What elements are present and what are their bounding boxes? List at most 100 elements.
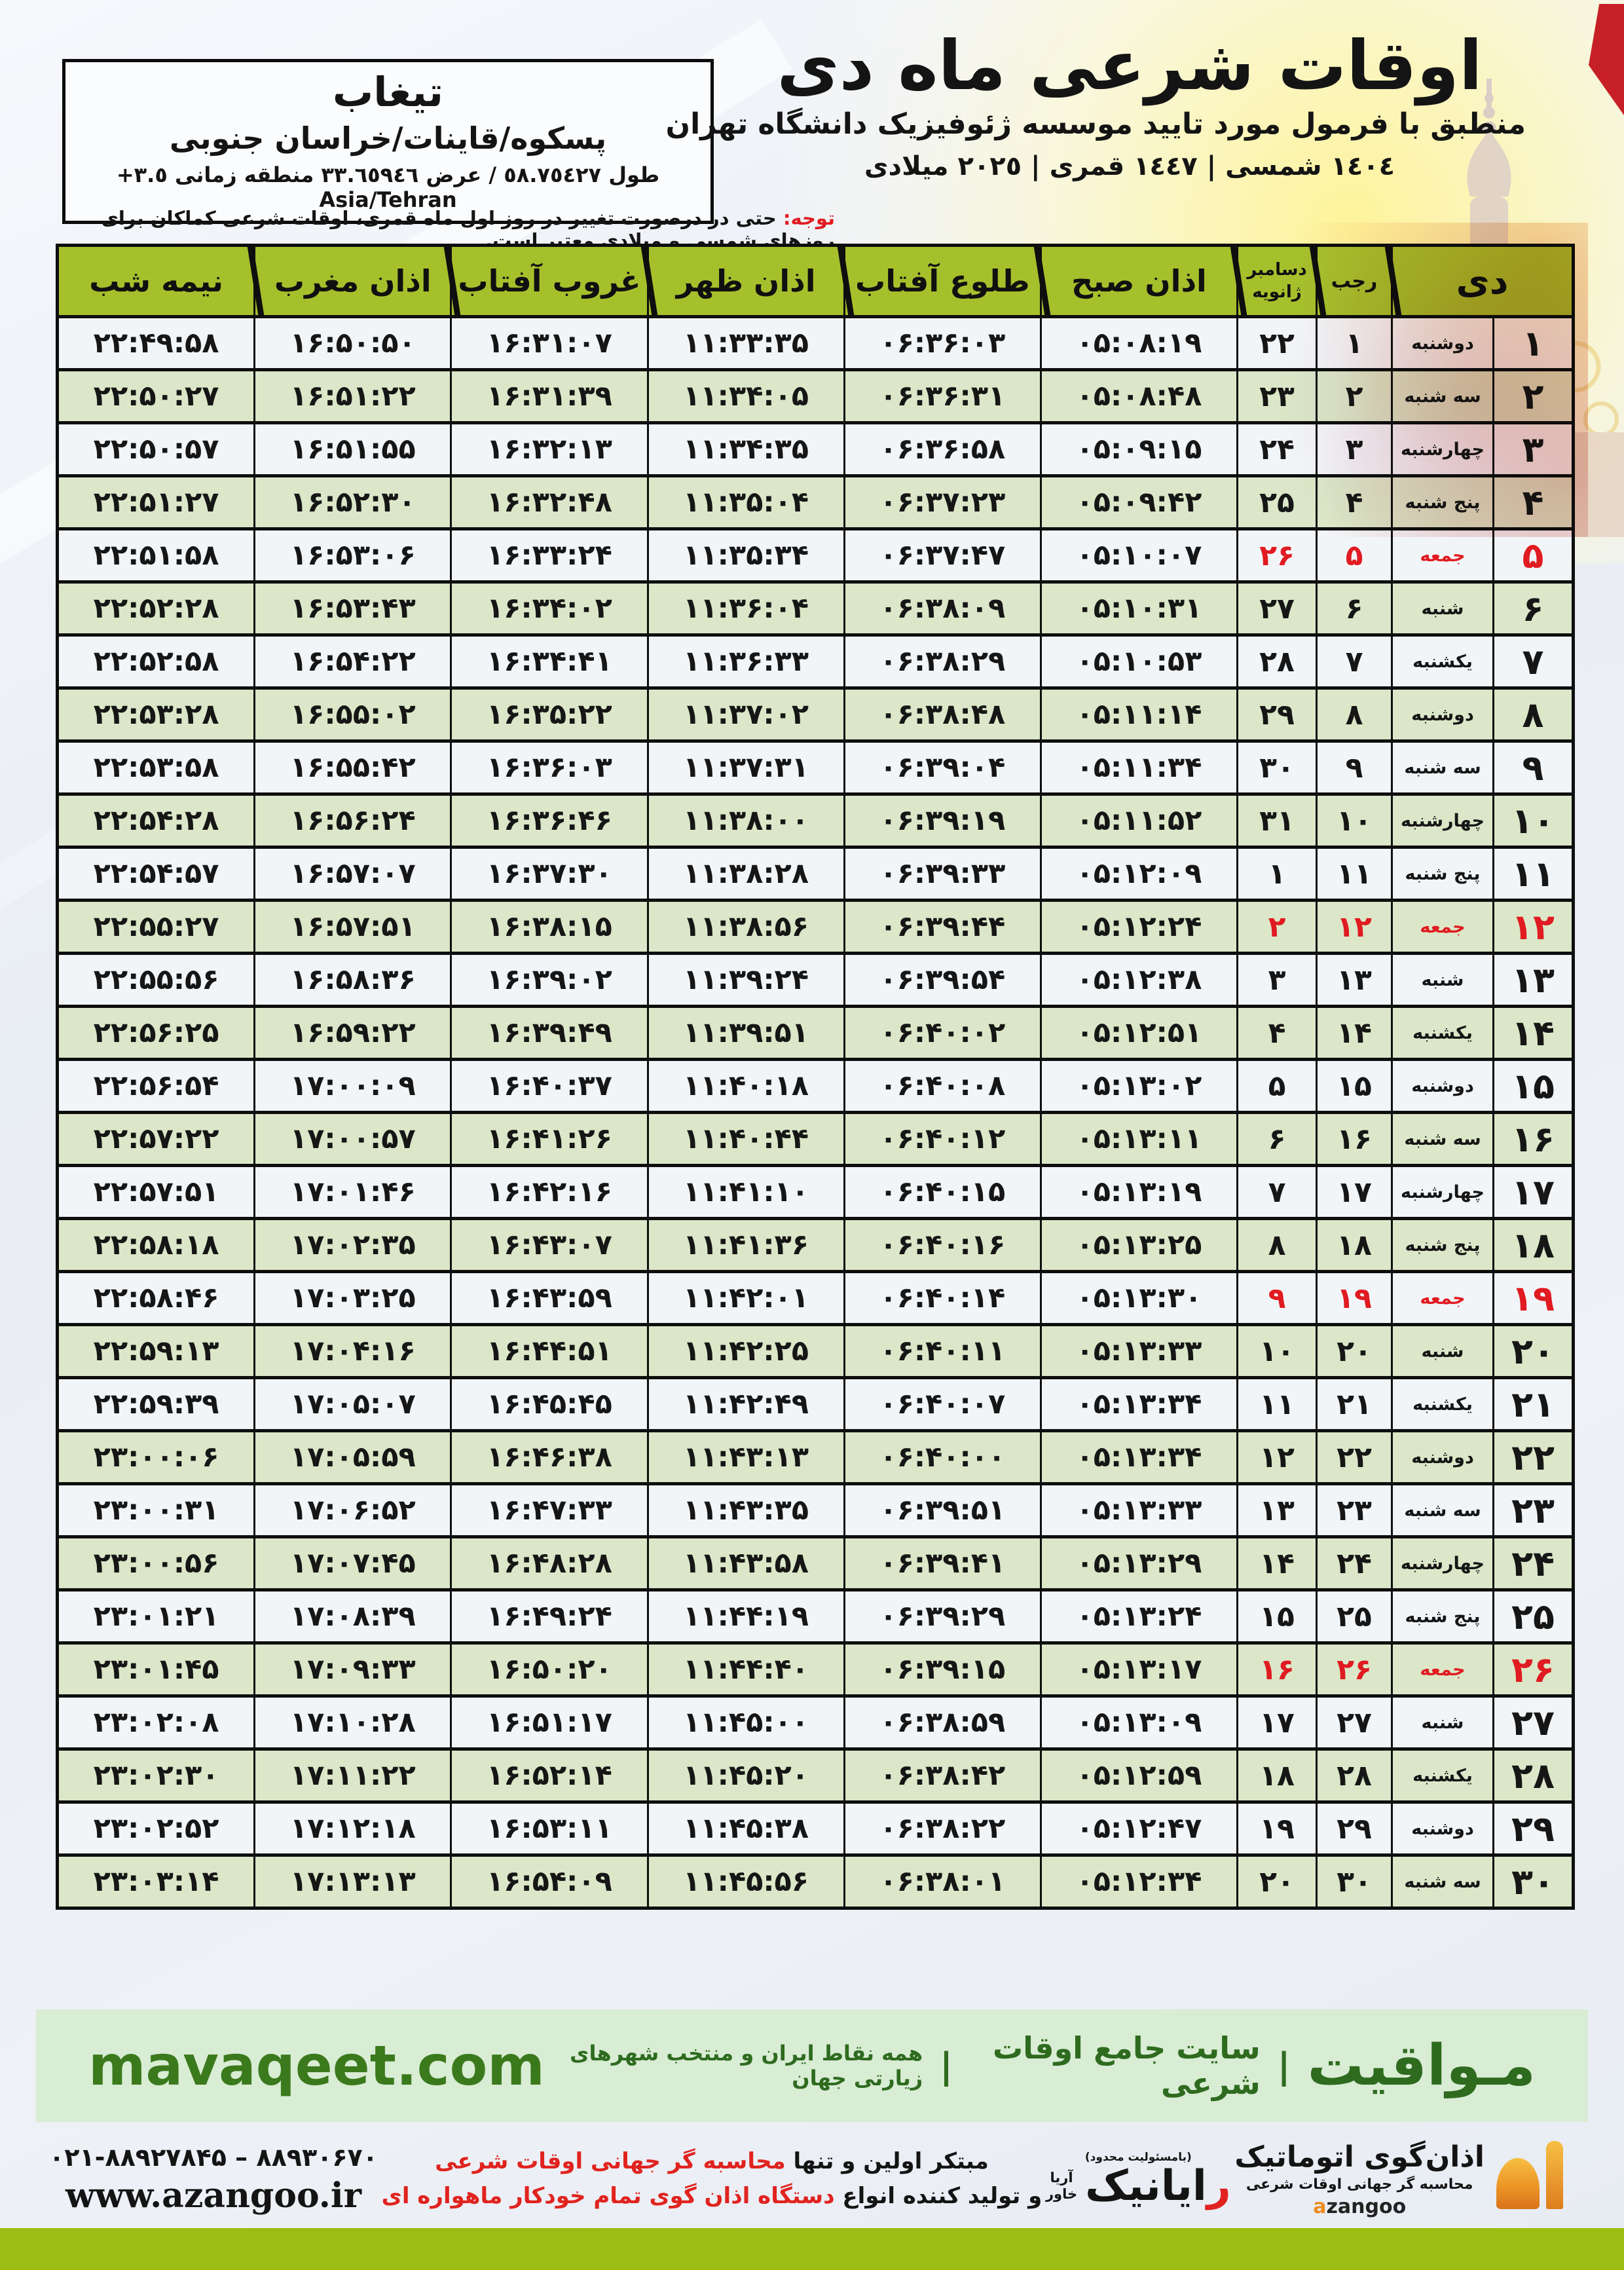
cell-weekday: یکشنبه bbox=[1393, 1008, 1492, 1058]
cell-rajab-day: ۹ bbox=[1318, 743, 1391, 792]
cell-dhuhr-time: ۱۱:۳۹:۵۱ bbox=[648, 1008, 843, 1058]
cell-midnight-time: ۲۲:۵۰:۲۷ bbox=[59, 371, 254, 421]
cell-sunrise-time: ۰۶:۴۰:۱۴ bbox=[845, 1273, 1040, 1323]
cell-gregorian-day: ۴ bbox=[1238, 1008, 1316, 1058]
cell-dey-day: ۳ bbox=[1494, 424, 1572, 474]
cell-sunrise-time: ۰۶:۴۰:۱۵ bbox=[845, 1167, 1040, 1217]
cell-sunrise-time: ۰۶:۳۶:۰۳ bbox=[845, 318, 1040, 368]
cell-fajr-time: ۰۵:۰۸:۴۸ bbox=[1041, 371, 1236, 421]
company-line-2: و تولید کننده انواع دستگاه اذان گوی تمام… bbox=[381, 2183, 1043, 2209]
cell-weekday: دوشنبه bbox=[1393, 690, 1492, 739]
cell-dhuhr-time: ۱۱:۴۰:۴۴ bbox=[648, 1114, 843, 1164]
phone-numbers: ۰۲۱-۸۸۹۲۷۸۴۵ – ۸۸۹۳۰۶۷۰ bbox=[49, 2142, 378, 2172]
cell-dhuhr-time: ۱۱:۴۵:۵۶ bbox=[648, 1857, 843, 1907]
cell-fajr-time: ۰۵:۱۳:۳۰ bbox=[1041, 1273, 1236, 1323]
cell-maghrib-time: ۱۷:۰۵:۰۷ bbox=[255, 1379, 451, 1429]
cell-dey-day: ۱۶ bbox=[1494, 1114, 1572, 1164]
cell-maghrib-time: ۱۷:۱۲:۱۸ bbox=[255, 1804, 451, 1853]
cell-maghrib-time: ۱۶:۵۲:۳۰ bbox=[255, 477, 451, 527]
cell-sunset-time: ۱۶:۵۴:۰۹ bbox=[452, 1857, 647, 1907]
cell-sunset-time: ۱۶:۳۶:۴۶ bbox=[452, 796, 647, 846]
calendar-years: ١٤٠٤ شمسی | ١٤٤٧ قمری | ٢٠٢٥ میلادی bbox=[864, 151, 1395, 182]
cell-midnight-time: ۲۲:۵۵:۵۶ bbox=[59, 955, 254, 1005]
red-corner-flag bbox=[1589, 4, 1624, 115]
cell-dey-day: ۱ bbox=[1494, 318, 1572, 368]
cell-weekday: جمعه bbox=[1393, 1273, 1492, 1323]
cell-dey-day: ۱۹ bbox=[1494, 1273, 1572, 1323]
cell-dey-day: ۱۴ bbox=[1494, 1008, 1572, 1058]
cell-gregorian-day: ۱ bbox=[1238, 849, 1316, 899]
cell-sunrise-time: ۰۶:۳۸:۵۹ bbox=[845, 1698, 1040, 1747]
cell-gregorian-day: ۱۱ bbox=[1238, 1379, 1316, 1429]
cell-sunset-time: ۱۶:۳۴:۴۱ bbox=[452, 637, 647, 686]
cell-sunrise-time: ۰۶:۳۹:۳۳ bbox=[845, 849, 1040, 899]
location-region: پسکوه/قاینات/خراسان جنوبی bbox=[169, 120, 607, 156]
site-tagline-1: سایت جامع اوقات شرعی bbox=[992, 2030, 1261, 2101]
page-subtitle: منطبق با فرمول مورد تایید موسسه ژئوفیزیک… bbox=[665, 107, 1526, 141]
column-header-sunset: غروب آفتاب bbox=[452, 247, 647, 315]
cell-weekday: سه شنبه bbox=[1393, 371, 1492, 421]
cell-fajr-time: ۰۵:۱۳:۲۴ bbox=[1041, 1591, 1236, 1641]
cell-fajr-time: ۰۵:۱۲:۳۴ bbox=[1041, 1857, 1236, 1907]
cell-sunset-time: ۱۶:۴۴:۵۱ bbox=[452, 1326, 647, 1376]
cell-sunset-time: ۱۶:۳۹:۰۲ bbox=[452, 955, 647, 1005]
cell-dey-day: ۸ bbox=[1494, 690, 1572, 739]
cell-gregorian-day: ۷ bbox=[1238, 1167, 1316, 1217]
cell-weekday: دوشنبه bbox=[1393, 1061, 1492, 1111]
cell-fajr-time: ۰۵:۱۳:۱۱ bbox=[1041, 1114, 1236, 1164]
cell-maghrib-time: ۱۷:۱۰:۲۸ bbox=[255, 1698, 451, 1747]
company-description: مبتکر اولین و تنها محاسبه گر جهانی اوقات… bbox=[382, 2144, 1043, 2213]
cell-rajab-day: ۱۸ bbox=[1318, 1220, 1391, 1270]
cell-rajab-day: ۷ bbox=[1318, 637, 1391, 686]
cell-dhuhr-time: ۱۱:۳۹:۲۴ bbox=[648, 955, 843, 1005]
cell-dey-day: ۱۲ bbox=[1494, 902, 1572, 952]
cell-rajab-day: ۱۳ bbox=[1318, 955, 1391, 1005]
cell-gregorian-day: ۱۰ bbox=[1238, 1326, 1316, 1376]
cell-maghrib-time: ۱۶:۵۱:۵۵ bbox=[255, 424, 451, 474]
cell-dhuhr-time: ۱۱:۳۶:۳۳ bbox=[648, 637, 843, 686]
cell-fajr-time: ۰۵:۱۳:۳۳ bbox=[1041, 1485, 1236, 1535]
cell-fajr-time: ۰۵:۰۸:۱۹ bbox=[1041, 318, 1236, 368]
cell-dhuhr-time: ۱۱:۳۸:۰۰ bbox=[648, 796, 843, 846]
cell-rajab-day: ۲۹ bbox=[1318, 1804, 1391, 1853]
cell-fajr-time: ۰۵:۱۳:۱۹ bbox=[1041, 1167, 1236, 1217]
site-brand-group: مـواقیت | سایت جامع اوقات شرعی | همه نقا… bbox=[545, 2030, 1536, 2101]
cell-midnight-time: ۲۲:۵۵:۲۷ bbox=[59, 902, 254, 952]
cell-dhuhr-time: ۱۱:۴۱:۱۰ bbox=[648, 1167, 843, 1217]
location-box: تیغاب پسکوه/قاینات/خراسان جنوبی طول ٥٨.٧… bbox=[62, 59, 714, 224]
cell-gregorian-day: ۲۳ bbox=[1238, 371, 1316, 421]
cell-dhuhr-time: ۱۱:۳۳:۳۵ bbox=[648, 318, 843, 368]
cell-midnight-time: ۲۲:۵۷:۲۲ bbox=[59, 1114, 254, 1164]
site-brand: مـواقیت bbox=[1307, 2033, 1536, 2098]
cell-gregorian-day: ۲۵ bbox=[1238, 477, 1316, 527]
company-line-1: مبتکر اولین و تنها محاسبه گر جهانی اوقات… bbox=[435, 2148, 989, 2175]
cell-rajab-day: ۳۰ bbox=[1318, 1857, 1391, 1907]
cell-rajab-day: ۲۵ bbox=[1318, 1591, 1391, 1641]
cell-sunset-time: ۱۶:۴۲:۱۶ bbox=[452, 1167, 647, 1217]
cell-sunset-time: ۱۶:۴۷:۳۳ bbox=[452, 1485, 647, 1535]
cell-sunrise-time: ۰۶:۳۸:۲۹ bbox=[845, 637, 1040, 686]
cell-rajab-day: ۲۱ bbox=[1318, 1379, 1391, 1429]
cell-dey-day: ۲۶ bbox=[1494, 1645, 1572, 1694]
cell-dhuhr-time: ۱۱:۳۷:۳۱ bbox=[648, 743, 843, 792]
azangoo-logo: اذان‌گوی اتوماتیک محاسبه گر جهانی اوقات … bbox=[1234, 2140, 1575, 2218]
cell-fajr-time: ۰۵:۰۹:۱۵ bbox=[1041, 424, 1236, 474]
cell-dey-day: ۳۰ bbox=[1494, 1857, 1572, 1907]
cell-gregorian-day: ۲۸ bbox=[1238, 637, 1316, 686]
cell-dhuhr-time: ۱۱:۳۵:۳۴ bbox=[648, 530, 843, 580]
cell-fajr-time: ۰۵:۱۱:۵۲ bbox=[1041, 796, 1236, 846]
notice-label: توجه: bbox=[783, 207, 835, 229]
cell-maghrib-time: ۱۶:۵۴:۲۲ bbox=[255, 637, 451, 686]
cell-sunrise-time: ۰۶:۳۹:۲۹ bbox=[845, 1591, 1040, 1641]
cell-sunset-time: ۱۶:۴۶:۳۸ bbox=[452, 1432, 647, 1482]
cell-weekday: چهارشنبه bbox=[1393, 1538, 1492, 1588]
cell-sunset-time: ۱۶:۳۳:۲۴ bbox=[452, 530, 647, 580]
cell-dhuhr-time: ۱۱:۴۳:۱۳ bbox=[648, 1432, 843, 1482]
cell-sunset-time: ۱۶:۴۸:۲۸ bbox=[452, 1538, 647, 1588]
cell-gregorian-day: ۱۲ bbox=[1238, 1432, 1316, 1482]
cell-weekday: جمعه bbox=[1393, 902, 1492, 952]
cell-maghrib-time: ۱۷:۰۷:۴۵ bbox=[255, 1538, 451, 1588]
cell-dhuhr-time: ۱۱:۴۱:۳۶ bbox=[648, 1220, 843, 1270]
cell-fajr-time: ۰۵:۱۳:۰۲ bbox=[1041, 1061, 1236, 1111]
cell-fajr-time: ۰۵:۱۲:۵۱ bbox=[1041, 1008, 1236, 1058]
